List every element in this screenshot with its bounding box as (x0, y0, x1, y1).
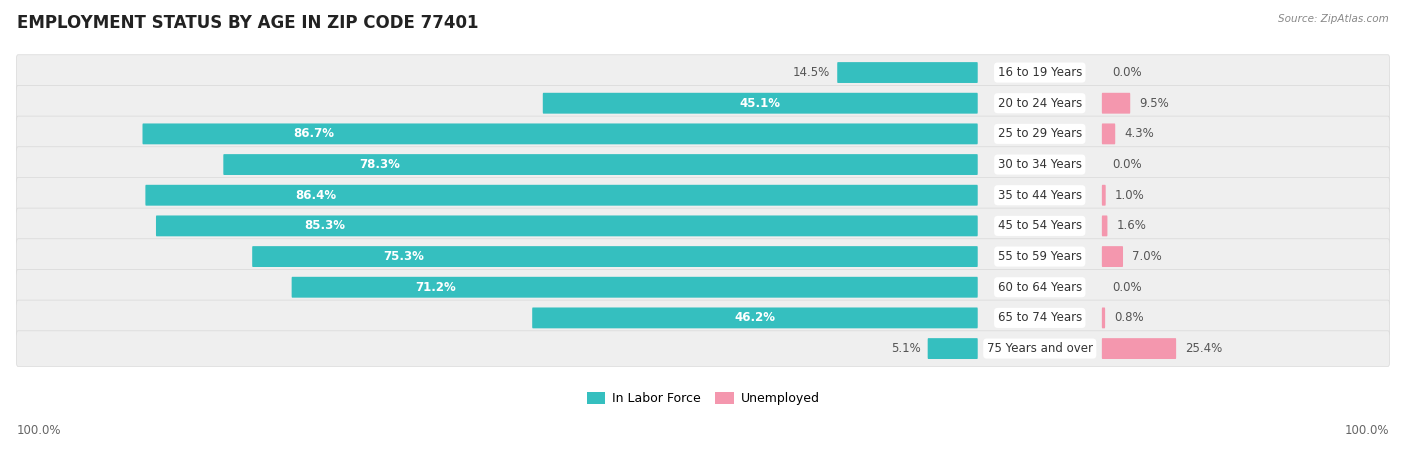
Text: 14.5%: 14.5% (793, 66, 830, 79)
FancyBboxPatch shape (837, 62, 977, 83)
FancyBboxPatch shape (1102, 246, 1123, 267)
FancyBboxPatch shape (1102, 124, 1115, 144)
FancyBboxPatch shape (142, 124, 977, 144)
Text: 85.3%: 85.3% (304, 219, 346, 232)
Text: 75 Years and over: 75 Years and over (987, 342, 1092, 355)
FancyBboxPatch shape (224, 154, 977, 175)
FancyBboxPatch shape (156, 216, 977, 236)
Text: 78.3%: 78.3% (360, 158, 401, 171)
Text: 75.3%: 75.3% (382, 250, 425, 263)
Text: Source: ZipAtlas.com: Source: ZipAtlas.com (1278, 14, 1389, 23)
Text: 16 to 19 Years: 16 to 19 Years (998, 66, 1083, 79)
FancyBboxPatch shape (17, 116, 1389, 152)
FancyBboxPatch shape (145, 185, 977, 206)
FancyBboxPatch shape (543, 93, 977, 114)
Text: EMPLOYMENT STATUS BY AGE IN ZIP CODE 77401: EMPLOYMENT STATUS BY AGE IN ZIP CODE 774… (17, 14, 478, 32)
FancyBboxPatch shape (1102, 308, 1105, 328)
Text: 60 to 64 Years: 60 to 64 Years (998, 281, 1081, 294)
Text: 30 to 34 Years: 30 to 34 Years (998, 158, 1081, 171)
FancyBboxPatch shape (17, 239, 1389, 274)
Text: 25 to 29 Years: 25 to 29 Years (998, 127, 1081, 140)
FancyBboxPatch shape (17, 55, 1389, 90)
Text: 71.2%: 71.2% (415, 281, 456, 294)
FancyBboxPatch shape (17, 85, 1389, 121)
FancyBboxPatch shape (533, 308, 977, 328)
Text: 86.4%: 86.4% (295, 189, 336, 202)
FancyBboxPatch shape (252, 246, 977, 267)
Text: 4.3%: 4.3% (1125, 127, 1154, 140)
Text: 45.1%: 45.1% (740, 97, 780, 110)
Text: 0.0%: 0.0% (1112, 281, 1142, 294)
Legend: In Labor Force, Unemployed: In Labor Force, Unemployed (586, 392, 820, 405)
Text: 55 to 59 Years: 55 to 59 Years (998, 250, 1081, 263)
Text: 46.2%: 46.2% (734, 311, 776, 324)
Text: 7.0%: 7.0% (1132, 250, 1161, 263)
Text: 45 to 54 Years: 45 to 54 Years (998, 219, 1081, 232)
Text: 0.0%: 0.0% (1112, 158, 1142, 171)
Text: 9.5%: 9.5% (1139, 97, 1170, 110)
FancyBboxPatch shape (17, 177, 1389, 213)
FancyBboxPatch shape (1102, 185, 1105, 206)
FancyBboxPatch shape (17, 300, 1389, 336)
FancyBboxPatch shape (17, 269, 1389, 305)
FancyBboxPatch shape (1102, 216, 1108, 236)
Text: 25.4%: 25.4% (1185, 342, 1223, 355)
FancyBboxPatch shape (291, 277, 977, 298)
Text: 1.0%: 1.0% (1115, 189, 1144, 202)
Text: 1.6%: 1.6% (1116, 219, 1146, 232)
Text: 35 to 44 Years: 35 to 44 Years (998, 189, 1081, 202)
Text: 86.7%: 86.7% (292, 127, 335, 140)
Text: 0.8%: 0.8% (1115, 311, 1144, 324)
FancyBboxPatch shape (1102, 93, 1130, 114)
Text: 0.0%: 0.0% (1112, 66, 1142, 79)
FancyBboxPatch shape (17, 331, 1389, 366)
FancyBboxPatch shape (1102, 338, 1177, 359)
Text: 20 to 24 Years: 20 to 24 Years (998, 97, 1081, 110)
Text: 100.0%: 100.0% (1344, 424, 1389, 437)
FancyBboxPatch shape (17, 208, 1389, 244)
Text: 100.0%: 100.0% (17, 424, 62, 437)
Text: 5.1%: 5.1% (891, 342, 921, 355)
FancyBboxPatch shape (17, 147, 1389, 182)
Text: 65 to 74 Years: 65 to 74 Years (998, 311, 1081, 324)
FancyBboxPatch shape (928, 338, 977, 359)
